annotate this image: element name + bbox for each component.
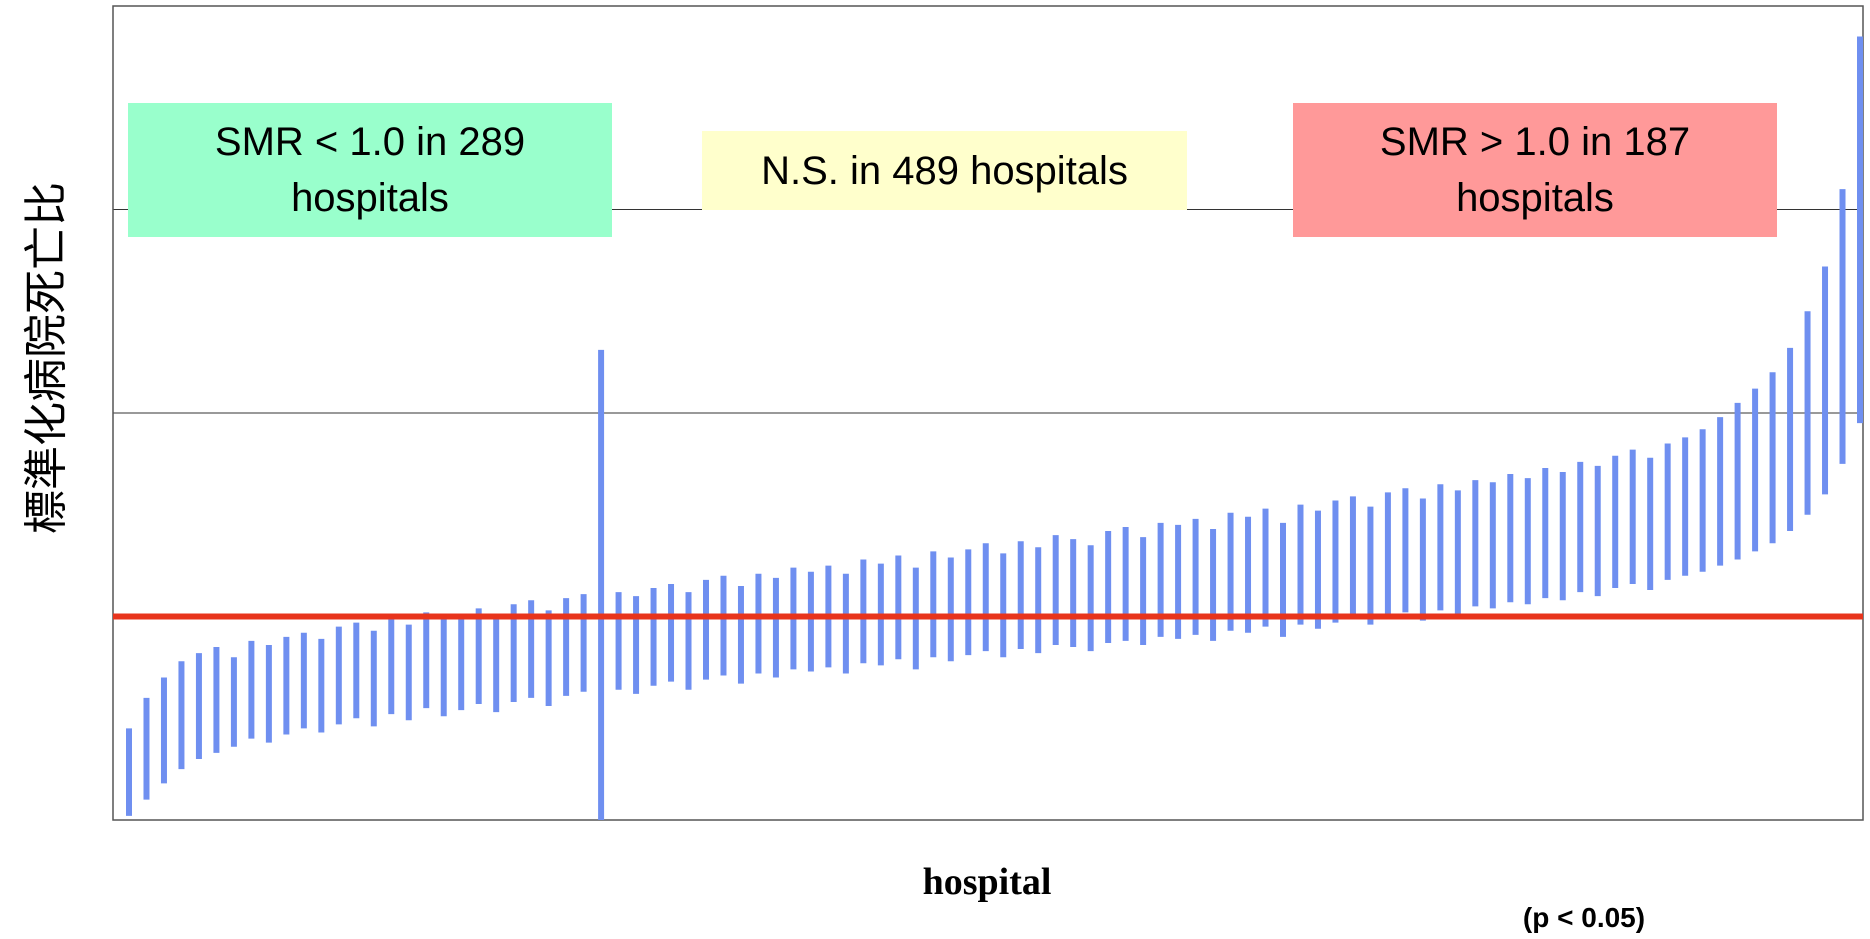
note: (p < 0.05) xyxy=(1522,902,1646,933)
x-axis-title: hospital xyxy=(922,861,1052,903)
y-axis-title: 標準化病院死亡比 xyxy=(22,182,71,534)
annotation-box: N.S. in 489 hospitals xyxy=(702,131,1187,210)
annotation-box: SMR > 1.0 in 187 hospitals xyxy=(1293,103,1777,237)
annotation-box: SMR < 1.0 in 289 hospitals xyxy=(128,103,612,237)
